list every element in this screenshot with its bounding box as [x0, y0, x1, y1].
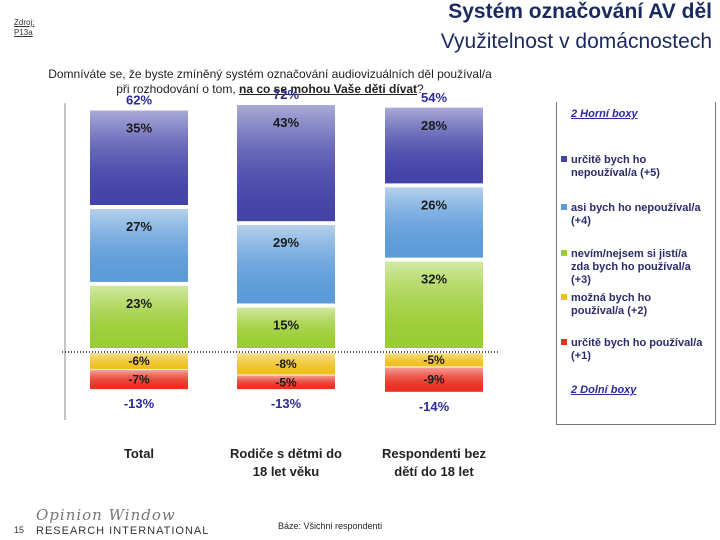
bar-value-label: -6%	[128, 354, 150, 368]
category-axis-label: Total	[124, 446, 154, 461]
top-box-total-label: 54%	[421, 90, 447, 105]
bar-segment-shine	[90, 353, 188, 370]
legend-swatch-icon	[561, 294, 567, 300]
legend-label: možná bych ho používal/a (+2)	[571, 292, 652, 317]
question-part-a: při rozhodování o tom,	[116, 82, 239, 96]
bar-segment-shine	[237, 375, 335, 390]
bar-value-label: 28%	[421, 118, 447, 133]
bar-value-label: 35%	[126, 121, 152, 136]
source-question-code: P13a	[14, 28, 33, 37]
bar-value-label: 27%	[126, 219, 152, 234]
legend-label: určitě bych ho používal/a (+1)	[571, 337, 703, 362]
legend-label: asi bych ho nepoužíval/a (+4)	[571, 202, 701, 227]
legend-swatch-icon	[561, 204, 567, 210]
question-emphasis: na co se mohou Vaše děti dívat	[238, 82, 418, 96]
legend-bottom-boxes-title: 2 Dolní boxy	[571, 384, 637, 396]
bar-value-label: 23%	[126, 296, 152, 311]
legend-item-maybe: možná bych ho používal/a (+2)	[561, 292, 703, 318]
question-line-1: Domníváte se, že byste zmíněný systém oz…	[48, 67, 492, 81]
legend-top-boxes-title: 2 Horní boxy	[571, 108, 638, 120]
logo-research-international: RESEARCH INTERNATIONAL	[36, 525, 210, 537]
category-axis-label: dětí do 18 let	[394, 464, 474, 479]
bar-segment-shine	[385, 353, 483, 367]
legend-item-probably-not: asi bych ho nepoužíval/a (+4)	[561, 202, 703, 228]
bar-segment-shine	[237, 105, 335, 222]
legend-item-definitely: určitě bych ho používal/a (+1)	[561, 337, 703, 363]
bar-segment-shine	[385, 261, 483, 348]
page-subtitle: Využitelnost v domácnostech	[440, 30, 712, 53]
bar-value-label: 29%	[273, 235, 299, 250]
category-axis-label: Respondenti bez	[382, 446, 487, 461]
bar-segment-shine	[90, 370, 188, 390]
logo-opinion-window: Opinion Window	[36, 506, 176, 524]
source-note: Zdroj: P13a	[14, 18, 34, 38]
bar-segment-shine	[90, 110, 188, 205]
bottom-box-total-label: -13%	[271, 396, 302, 411]
bar-value-label: -7%	[128, 373, 150, 387]
bar-value-label: 32%	[421, 272, 447, 287]
bar-value-label: -9%	[423, 373, 445, 387]
bar-segment-shine	[90, 285, 188, 348]
page-title: Systém označování AV děl	[448, 0, 712, 23]
bar-value-label: 26%	[421, 197, 447, 212]
legend-label: nevím/nejsem si jistí/a zda bych ho použ…	[571, 248, 691, 286]
survey-question: Domníváte se, že byste zmíněný systém oz…	[0, 67, 540, 97]
bar-segment-shine	[385, 107, 483, 184]
bottom-box-total-label: -13%	[124, 396, 155, 411]
bar-segment-shine	[385, 367, 483, 392]
bar-value-label: -5%	[423, 353, 445, 367]
question-line-2: při rozhodování o tom, na co se mohou Va…	[0, 82, 540, 97]
question-part-c: ?	[417, 82, 424, 96]
legend-label: určitě bych ho nepoužíval/a (+5)	[571, 154, 660, 179]
bar-segment-shine	[237, 225, 335, 304]
page-number: 15	[14, 525, 25, 535]
bar-value-label: -5%	[275, 375, 297, 389]
category-axis-label: 18 let věku	[253, 464, 320, 479]
bar-segment-shine	[90, 209, 188, 282]
legend-swatch-icon	[561, 339, 567, 345]
bar-value-label: -8%	[275, 357, 297, 371]
legend-swatch-icon	[561, 156, 567, 162]
bar-value-label: 15%	[273, 318, 299, 333]
bar-segment-shine	[237, 353, 335, 375]
bar-segment-shine	[385, 187, 483, 258]
bar-segment-shine	[237, 307, 335, 348]
top-box-total-label: 62%	[126, 93, 152, 108]
legend-item-not-sure: nevím/nejsem si jistí/a zda bych ho použ…	[561, 248, 703, 287]
source-label: Zdroj:	[14, 18, 35, 27]
legend-panel: 2 Horní boxy určitě bych ho nepoužíval/a…	[556, 102, 716, 425]
top-box-total-label: 72%	[273, 87, 299, 102]
legend-item-definitely-not: určitě bych ho nepoužíval/a (+5)	[561, 154, 703, 180]
bottom-box-total-label: -14%	[419, 399, 450, 414]
bar-value-label: 43%	[273, 115, 299, 130]
category-axis-label: Rodiče s dětmi do	[230, 446, 342, 461]
base-note: Báze: Všichni respondenti	[278, 521, 383, 531]
legend-swatch-icon	[561, 250, 567, 256]
